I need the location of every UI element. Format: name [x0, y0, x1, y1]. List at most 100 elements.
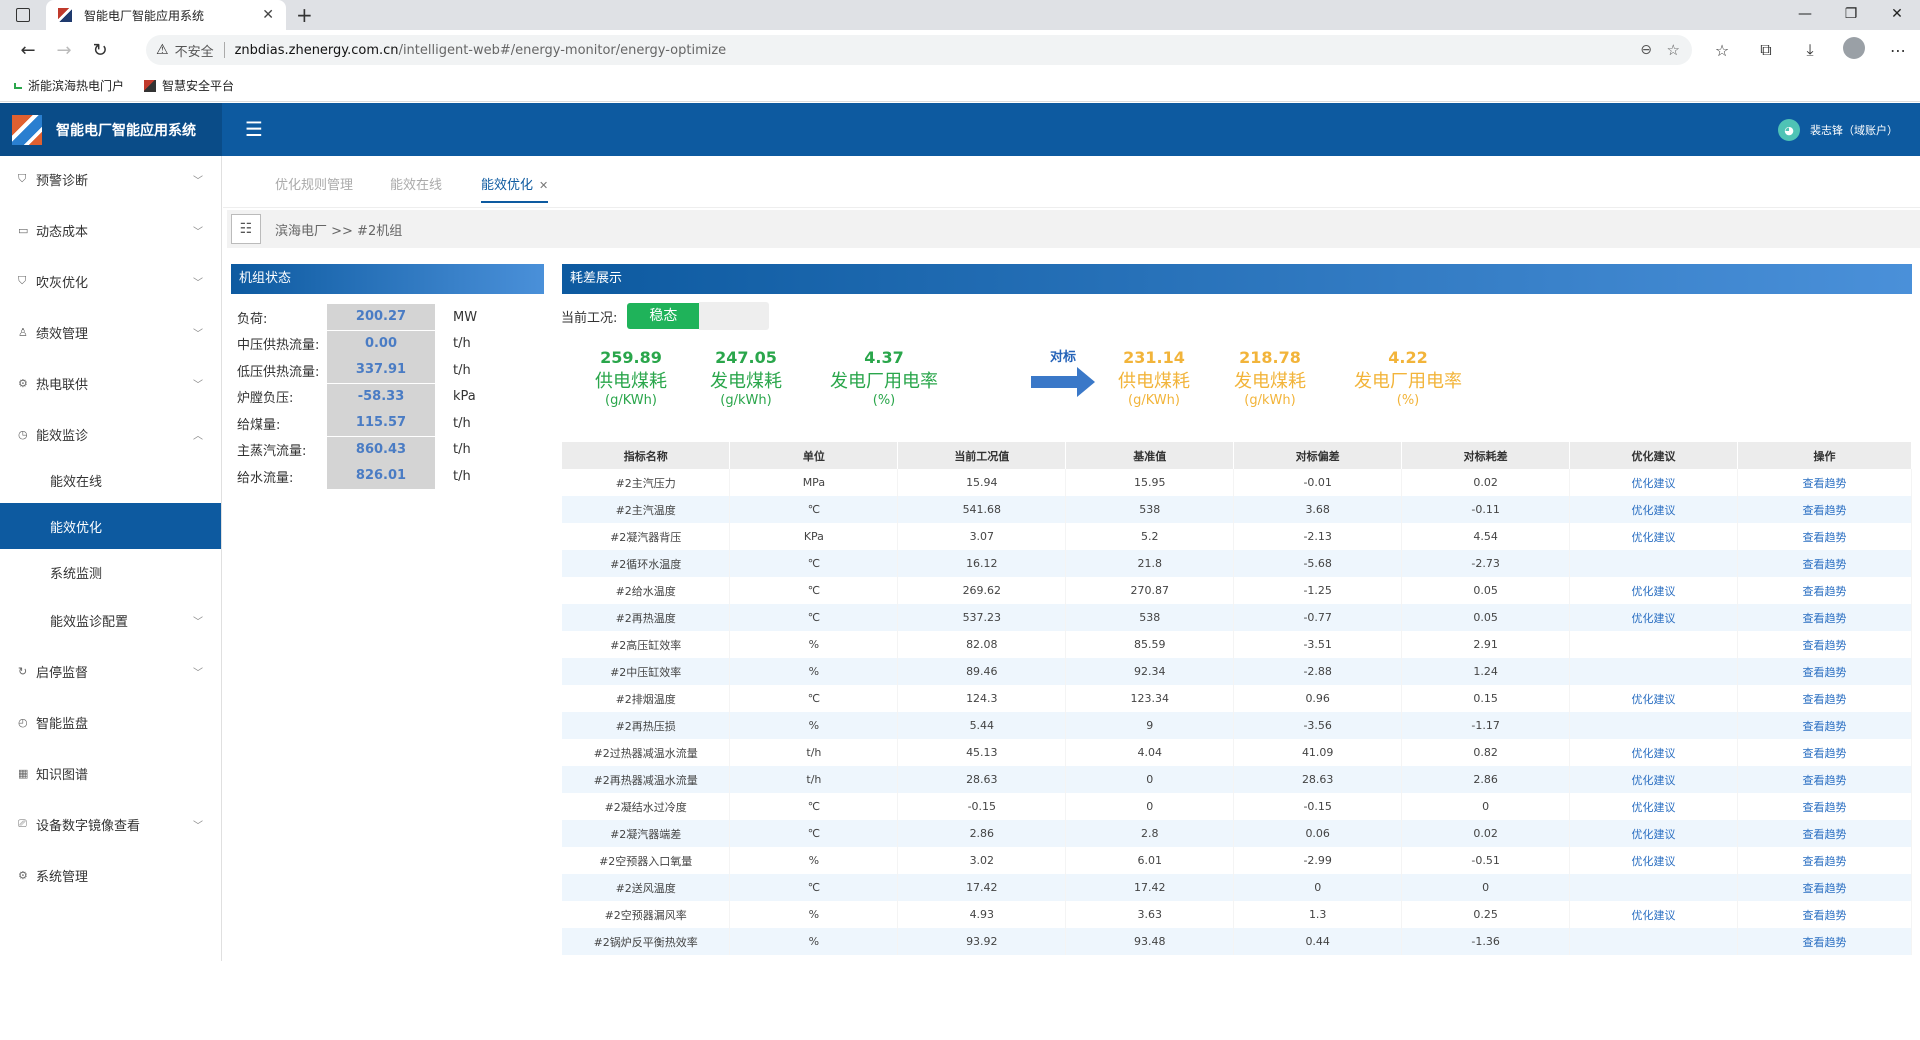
bookmark-item[interactable]: 浙能滨海热电门户: [14, 77, 124, 94]
optimize-suggestion-link[interactable]: 优化建议: [1631, 908, 1676, 922]
optimize-suggestion-link[interactable]: 优化建议: [1631, 611, 1676, 625]
bookmark-item[interactable]: 智慧安全平台: [144, 77, 234, 94]
sidebar-item-system-admin[interactable]: ⚙ 系统管理: [0, 852, 221, 898]
table-cell: ℃: [729, 604, 899, 631]
view-trend-link[interactable]: 查看趋势: [1802, 827, 1847, 841]
sidebar-item-performance[interactable]: ♙ 绩效管理 ﹀: [0, 309, 221, 355]
table-row: #2凝结水过冷度 ℃ -0.15 0 -0.15 0 优化建议 查看趋势: [562, 793, 1912, 820]
sidebar-item-label: 智能监盘: [36, 716, 89, 732]
table-cell: 查看趋势: [1737, 874, 1912, 901]
view-trend-link[interactable]: 查看趋势: [1802, 503, 1847, 517]
optimize-suggestion-link[interactable]: 优化建议: [1631, 827, 1676, 841]
browser-tab[interactable]: 智能电厂智能应用系统 ✕: [46, 0, 286, 30]
restore-icon[interactable]: ❐: [1844, 6, 1858, 22]
view-trend-link[interactable]: 查看趋势: [1802, 746, 1847, 760]
sidebar-item-smart-monitor[interactable]: ◴ 智能监盘: [0, 699, 221, 745]
optimize-suggestion-link[interactable]: 优化建议: [1631, 773, 1676, 787]
view-trend-link[interactable]: 查看趋势: [1802, 881, 1847, 895]
view-trend-link[interactable]: 查看趋势: [1802, 908, 1847, 922]
table-cell: 查看趋势: [1737, 820, 1912, 847]
close-window-icon[interactable]: ✕: [1891, 6, 1903, 22]
view-trend-link[interactable]: 查看趋势: [1802, 638, 1847, 652]
sidebar-item-chp[interactable]: ⚙ 热电联供 ﹀: [0, 360, 221, 406]
user-menu[interactable]: ◕ 裴志锋（域账户）: [1778, 119, 1898, 141]
kpi-value: 218.78: [1239, 348, 1301, 367]
window-menu-icon[interactable]: [16, 8, 30, 22]
menu-toggle-icon[interactable]: ☰: [245, 117, 263, 141]
collections-icon[interactable]: ⧉: [1760, 40, 1772, 59]
optimize-suggestion-link[interactable]: 优化建议: [1631, 854, 1676, 868]
view-trend-link[interactable]: 查看趋势: [1802, 692, 1847, 706]
table-cell: 124.3: [897, 685, 1067, 712]
sidebar-item-dynamic-cost[interactable]: ▭ 动态成本 ﹀: [0, 207, 221, 253]
optimize-suggestion-link[interactable]: 优化建议: [1631, 692, 1676, 706]
sidebar-subitem-system-monitor[interactable]: 系统监测: [0, 549, 221, 595]
table-cell: %: [729, 712, 899, 739]
profile-icon[interactable]: [1832, 37, 1876, 63]
sidebar-subitem-monitor-config[interactable]: 能效监诊配置 ﹀: [0, 597, 221, 643]
warning-icon: ⚠: [156, 42, 169, 58]
status-value: 826.01: [327, 463, 435, 489]
more-icon[interactable]: ⋯: [1890, 40, 1906, 60]
sidebar-item-knowledge-graph[interactable]: ▦ 知识图谱: [0, 750, 221, 796]
table-cell: 0: [1401, 793, 1571, 820]
filter-settings-icon[interactable]: ☷: [231, 214, 261, 244]
view-trend-link[interactable]: 查看趋势: [1802, 665, 1847, 679]
sidebar-item-digital-twin[interactable]: ⎚ 设备数字镜像查看 ﹀: [0, 801, 221, 847]
sidebar-subitem-energy-online[interactable]: 能效在线: [0, 457, 221, 503]
sidebar-item-energy-monitor[interactable]: ◷ 能效监诊 ︿: [0, 411, 221, 457]
table-cell: -1.17: [1401, 712, 1571, 739]
condition-toggle-track[interactable]: [699, 302, 770, 330]
download-icon[interactable]: ⤓: [1806, 40, 1814, 59]
table-cell: ℃: [729, 820, 899, 847]
kpi-aux-power: 4.37 发电厂用电率 (%): [830, 348, 938, 408]
view-trend-link[interactable]: 查看趋势: [1802, 476, 1847, 490]
optimize-suggestion-link[interactable]: 优化建议: [1631, 584, 1676, 598]
reload-icon[interactable]: ↻: [92, 39, 108, 61]
optimize-suggestion-link[interactable]: 优化建议: [1631, 530, 1676, 544]
table-cell: 85.59: [1065, 631, 1235, 658]
sidebar-item-soot-blowing[interactable]: ⛉ 吹灰优化 ﹀: [0, 258, 221, 304]
view-trend-link[interactable]: 查看趋势: [1802, 584, 1847, 598]
optimize-suggestion-link[interactable]: 优化建议: [1631, 476, 1676, 490]
view-trend-link[interactable]: 查看趋势: [1802, 530, 1847, 544]
view-trend-link[interactable]: 查看趋势: [1802, 800, 1847, 814]
table-cell: 270.87: [1065, 577, 1235, 604]
sidebar-item-label: 热电联供: [36, 377, 89, 393]
kpi-unit: (g/kWh): [720, 393, 772, 408]
minimize-icon[interactable]: —: [1798, 6, 1812, 22]
view-trend-link[interactable]: 查看趋势: [1802, 557, 1847, 571]
forward-icon[interactable]: →: [56, 39, 72, 61]
unit-status-row: 低压供热流量: 337.91 t/h: [237, 357, 527, 383]
table-cell: 1.3: [1233, 901, 1403, 928]
optimize-suggestion-link[interactable]: 优化建议: [1631, 746, 1676, 760]
view-trend-link[interactable]: 查看趋势: [1802, 854, 1847, 868]
table-cell: 538: [1065, 496, 1235, 523]
sidebar-item-warning-diagnosis[interactable]: ⛉ 预警诊断 ﹀: [0, 156, 221, 202]
tab-rule-management[interactable]: 优化规则管理: [275, 178, 354, 193]
view-trend-link[interactable]: 查看趋势: [1802, 719, 1847, 733]
table-cell: 82.08: [897, 631, 1067, 658]
new-tab-button[interactable]: +: [296, 3, 313, 27]
optimize-suggestion-link[interactable]: 优化建议: [1631, 800, 1676, 814]
favorites-icon[interactable]: ☆: [1714, 40, 1730, 60]
tab-close-button[interactable]: ✕: [262, 7, 274, 23]
sidebar-item-startstop[interactable]: ↻ 启停监督 ﹀: [0, 648, 221, 694]
zoom-icon[interactable]: ⊖: [1640, 42, 1652, 58]
back-icon[interactable]: ←: [20, 39, 36, 61]
table-cell: 0.02: [1401, 469, 1571, 496]
sidebar-subitem-energy-optimize[interactable]: 能效优化: [0, 503, 221, 549]
tab-energy-online[interactable]: 能效在线: [390, 178, 443, 193]
status-label: 主蒸汽流量:: [237, 444, 307, 459]
view-trend-link[interactable]: 查看趋势: [1802, 773, 1847, 787]
tab-close-icon[interactable]: ✕: [539, 179, 549, 192]
view-trend-link[interactable]: 查看趋势: [1802, 611, 1847, 625]
table-cell: 查看趋势: [1737, 901, 1912, 928]
optimize-suggestion-link[interactable]: 优化建议: [1631, 503, 1676, 517]
favorite-star-icon[interactable]: ☆: [1666, 41, 1680, 59]
tab-energy-optimize[interactable]: 能效优化 ✕: [481, 174, 549, 203]
view-trend-link[interactable]: 查看趋势: [1802, 935, 1847, 949]
url-field[interactable]: ⚠ 不安全 znbdias.zhenergy.com.cn /intellige…: [146, 35, 1692, 65]
kpi-label: 发电煤耗: [1234, 371, 1306, 392]
table-cell: 89.46: [897, 658, 1067, 685]
